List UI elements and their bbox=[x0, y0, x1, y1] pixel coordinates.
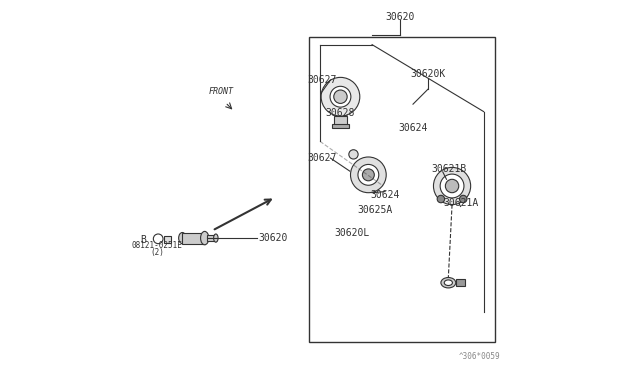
Bar bbox=[332, 124, 349, 128]
Circle shape bbox=[334, 90, 347, 103]
Bar bbox=[182, 232, 205, 244]
Text: 30620K: 30620K bbox=[410, 70, 445, 79]
Text: 30625A: 30625A bbox=[357, 205, 393, 215]
Circle shape bbox=[440, 174, 464, 198]
Text: 30620L: 30620L bbox=[334, 228, 369, 237]
Bar bbox=[309, 37, 495, 342]
Text: ^306*0059: ^306*0059 bbox=[459, 352, 500, 361]
Text: 30624: 30624 bbox=[398, 124, 428, 133]
Text: 30621B: 30621B bbox=[432, 164, 467, 174]
Circle shape bbox=[358, 164, 379, 185]
Ellipse shape bbox=[444, 280, 452, 286]
Text: 30627: 30627 bbox=[307, 75, 337, 85]
Ellipse shape bbox=[441, 278, 456, 288]
Text: 30627: 30627 bbox=[307, 153, 337, 163]
Circle shape bbox=[445, 179, 459, 193]
Bar bbox=[207, 235, 216, 241]
Circle shape bbox=[460, 195, 467, 203]
Circle shape bbox=[362, 169, 374, 181]
Circle shape bbox=[437, 195, 445, 203]
Text: 08121-0251E: 08121-0251E bbox=[132, 241, 182, 250]
Text: 30621A: 30621A bbox=[443, 198, 478, 208]
Text: FRONT: FRONT bbox=[209, 87, 234, 96]
Circle shape bbox=[351, 157, 386, 193]
Ellipse shape bbox=[214, 234, 218, 242]
Bar bbox=[164, 236, 172, 243]
Circle shape bbox=[330, 86, 351, 107]
Text: 30624: 30624 bbox=[371, 190, 400, 200]
Bar bbox=[456, 279, 465, 286]
Circle shape bbox=[321, 77, 360, 116]
Text: 30620: 30620 bbox=[385, 12, 415, 22]
Circle shape bbox=[433, 167, 470, 205]
Text: (2): (2) bbox=[150, 248, 164, 257]
Bar bbox=[334, 116, 347, 125]
Text: 30620: 30620 bbox=[259, 233, 288, 243]
Ellipse shape bbox=[179, 232, 186, 244]
Ellipse shape bbox=[200, 231, 209, 245]
Text: 30628: 30628 bbox=[326, 109, 355, 118]
Text: B: B bbox=[140, 235, 146, 245]
Ellipse shape bbox=[349, 150, 358, 159]
